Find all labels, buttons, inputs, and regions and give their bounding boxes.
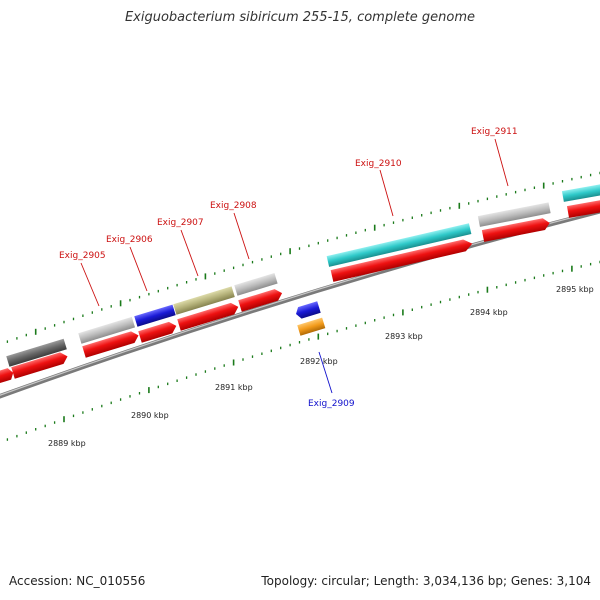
cds-arrow[interactable] [0,367,15,384]
scale-label-2895: 2895 kbp [556,285,594,294]
gene-label-exig-2908[interactable]: Exig_2908 [210,201,257,211]
cds-arrow-exig-2910[interactable] [330,238,474,282]
cds-arrow[interactable] [11,351,69,379]
gene-feature-exig-2908[interactable] [234,272,278,296]
gene-feature-dark-gray[interactable] [6,338,67,367]
gene-label-exig-2905[interactable]: Exig_2905 [59,251,106,261]
map-title: Exiguobacterium sibiricum 255-15, comple… [124,10,476,25]
cds-arrow[interactable] [82,330,140,358]
accession-text: Accession: NC_010556 [9,574,146,588]
scale-label-2894: 2894 kbp [470,308,508,317]
label-leader-lines [80,138,509,394]
reverse-arrow-blue[interactable] [294,301,321,319]
cds-arrow[interactable] [238,287,284,312]
scale-label-2890: 2890 kbp [131,411,169,420]
gene-label-exig-2909[interactable]: Exig_2909 [308,399,355,409]
cds-arrow-exig-2911[interactable] [481,217,551,242]
gene-track [6,183,600,367]
scale-ticks-inner [6,260,600,441]
gene-feature-exig-2910[interactable] [326,223,472,267]
genome-backbone [0,208,600,399]
scale-label-2889: 2889 kbp [48,439,86,448]
scale-labels: 2889 kbp 2890 kbp 2891 kbp 2892 kbp 2893… [48,285,594,448]
scale-label-2891: 2891 kbp [215,383,253,392]
cds-track [0,198,600,384]
scale-ticks-outer [6,171,600,343]
gene-feature-exig-2905[interactable] [78,316,136,344]
cds-arrow[interactable] [138,320,178,343]
cds-arrow[interactable] [566,198,600,218]
gene-label-exig-2910[interactable]: Exig_2910 [355,159,402,169]
scale-label-2892: 2892 kbp [300,357,338,366]
gene-label-exig-2906[interactable]: Exig_2906 [106,235,153,245]
gene-label-exig-2911[interactable]: Exig_2911 [471,127,518,137]
gene-feature-exig-2906[interactable] [134,304,176,327]
cds-arrow[interactable] [177,301,240,331]
genome-summary-text: Topology: circular; Length: 3,034,136 bp… [261,574,591,588]
gene-feature-exig-2911[interactable] [477,202,551,227]
gene-feature-cyan[interactable] [561,183,600,202]
reverse-feature-exig-2909[interactable] [297,317,326,336]
gene-feature-exig-2907[interactable] [173,286,235,315]
reverse-track [294,301,326,336]
scale-label-2893: 2893 kbp [385,332,423,341]
gene-label-exig-2907[interactable]: Exig_2907 [157,218,204,228]
gene-labels: Exig_2905 Exig_2906 Exig_2907 Exig_2908 … [59,127,518,409]
